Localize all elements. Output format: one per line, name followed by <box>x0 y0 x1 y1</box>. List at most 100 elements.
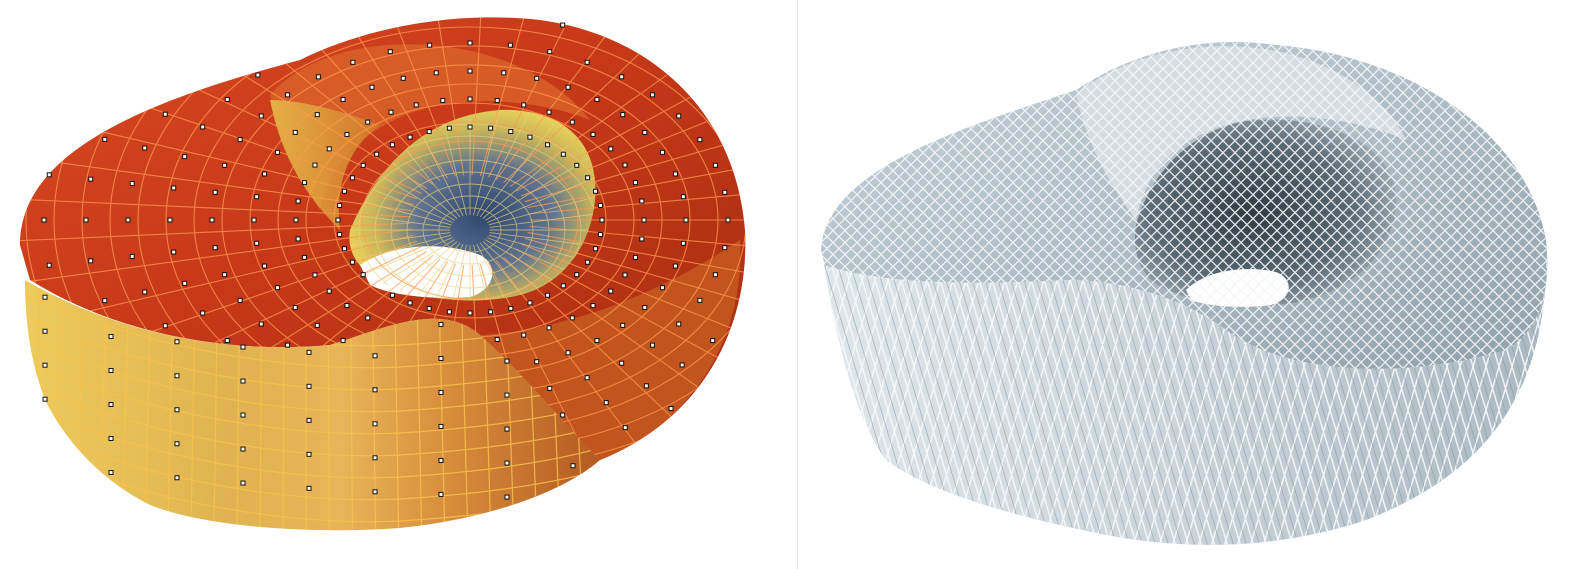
mesh-line <box>1147 259 1239 545</box>
control-point <box>560 151 566 157</box>
mesh-line <box>1030 259 1122 545</box>
control-point <box>494 337 500 343</box>
control-mesh-surface-illustration <box>20 17 746 531</box>
control-point <box>560 22 566 28</box>
control-point <box>306 417 312 423</box>
control-point <box>129 181 135 187</box>
mesh-line <box>149 17 434 185</box>
control-point <box>639 236 645 242</box>
mesh-line <box>1562 0 1596 569</box>
control-point <box>584 59 590 65</box>
mesh-line <box>1189 42 1548 369</box>
control-point <box>649 342 655 348</box>
control-point <box>560 283 566 289</box>
mesh-line <box>853 42 1425 369</box>
mesh-line <box>1562 0 1596 569</box>
control-point <box>603 400 609 406</box>
control-point <box>42 294 48 300</box>
control-point <box>302 180 308 186</box>
control-point <box>42 328 48 334</box>
mesh-line <box>1115 259 1207 545</box>
mesh-curve <box>438 207 502 253</box>
control-point <box>200 124 206 130</box>
control-point <box>360 272 366 278</box>
mesh-line <box>1550 0 1596 569</box>
control-point <box>680 240 686 246</box>
control-point <box>676 321 682 327</box>
control-point <box>594 338 600 344</box>
control-point <box>534 359 540 365</box>
mesh-line <box>1584 260 1596 560</box>
control-point <box>584 375 590 381</box>
control-point <box>344 131 350 137</box>
mesh-line <box>1586 0 1596 569</box>
mesh-line <box>1129 42 1548 369</box>
mesh-line <box>1076 259 1168 545</box>
mesh-line <box>926 259 1018 545</box>
control-point <box>668 406 674 412</box>
control-point <box>314 112 320 118</box>
control-point <box>620 112 626 118</box>
control-point <box>679 362 685 368</box>
control-point <box>712 272 718 278</box>
control-point <box>42 396 48 402</box>
mesh-line <box>806 0 812 569</box>
control-point <box>344 303 350 309</box>
control-point <box>599 217 605 223</box>
mesh-line <box>1134 259 1226 545</box>
mesh-line <box>1524 259 1548 545</box>
mesh-line <box>1586 0 1596 569</box>
mesh-line <box>1050 259 1142 545</box>
control-points <box>41 22 731 500</box>
control-point <box>438 355 444 361</box>
mesh-line <box>806 260 816 560</box>
control-point <box>622 425 628 431</box>
control-point <box>504 358 510 364</box>
control-point <box>501 70 507 76</box>
mesh-line <box>1237 42 1548 369</box>
mesh-line <box>1095 259 1187 545</box>
control-point <box>295 236 301 242</box>
mesh-curve <box>374 159 566 301</box>
control-point <box>42 362 48 368</box>
control-point <box>569 119 575 125</box>
control-point <box>608 288 614 294</box>
mesh-curve <box>25 357 600 435</box>
control-mesh-surface-panel <box>0 0 790 569</box>
control-point <box>389 142 395 148</box>
control-point <box>108 333 114 339</box>
mesh-line <box>965 259 1057 545</box>
control-point <box>440 97 446 103</box>
diagrid-lattice-illustration <box>806 0 1596 569</box>
control-point <box>108 401 114 407</box>
mesh-line <box>824 259 856 545</box>
mesh-line <box>509 17 746 188</box>
control-point <box>83 217 89 223</box>
mesh-line <box>1004 259 1096 545</box>
control-point <box>254 240 260 246</box>
control-point <box>467 124 473 130</box>
control-point <box>306 383 312 389</box>
control-point <box>171 249 177 255</box>
mesh-line <box>821 42 825 369</box>
control-point <box>167 217 173 223</box>
control-point <box>125 217 131 223</box>
mesh-line <box>991 259 1083 545</box>
mesh-line <box>1584 260 1596 560</box>
control-point <box>46 262 52 268</box>
control-point <box>590 303 596 309</box>
control-point <box>240 378 246 384</box>
control-point <box>258 321 264 327</box>
control-point <box>427 42 433 48</box>
control-point <box>467 40 473 46</box>
control-point <box>372 455 378 461</box>
mesh-curve <box>390 171 550 289</box>
control-point <box>426 305 432 311</box>
control-point <box>680 194 686 200</box>
control-point <box>433 70 439 76</box>
mesh-line <box>209 17 441 182</box>
control-point <box>275 285 281 291</box>
control-point <box>387 49 393 55</box>
control-point <box>224 97 230 103</box>
control-point <box>254 194 260 200</box>
